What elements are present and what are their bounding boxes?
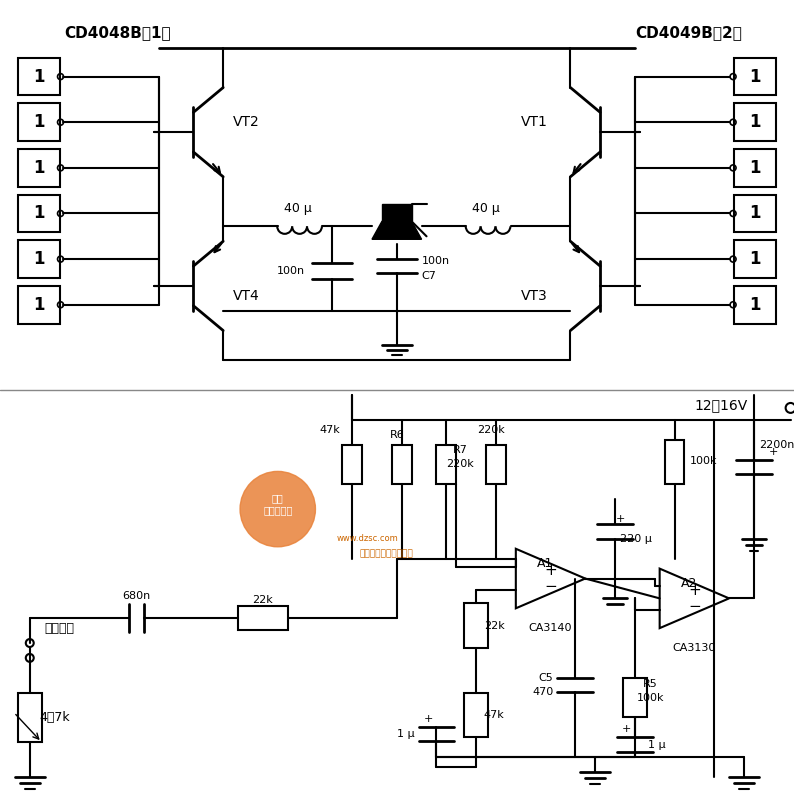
Text: 22k: 22k — [253, 595, 274, 606]
Text: 1: 1 — [749, 205, 761, 223]
Bar — [18, 103, 59, 141]
Text: 1: 1 — [33, 296, 45, 314]
Text: +: + — [688, 583, 701, 598]
Text: VT1: VT1 — [521, 115, 548, 129]
Text: 1: 1 — [749, 250, 761, 268]
Text: CA3130: CA3130 — [673, 643, 716, 653]
Text: 47k: 47k — [484, 710, 504, 720]
Bar — [18, 693, 42, 742]
Text: A1: A1 — [538, 557, 554, 570]
Text: +: + — [769, 447, 778, 457]
Text: 470: 470 — [532, 687, 554, 696]
Text: A2: A2 — [682, 577, 698, 590]
Bar — [18, 286, 59, 324]
Text: 全球最大电子购物网站: 全球最大电子购物网站 — [360, 549, 414, 558]
Text: 1: 1 — [33, 250, 45, 268]
Bar — [18, 240, 59, 278]
Text: +: + — [424, 714, 434, 724]
Text: 4Ω: 4Ω — [394, 212, 410, 221]
Text: 12～16V: 12～16V — [694, 398, 748, 412]
Text: 1: 1 — [749, 296, 761, 314]
Text: www.dzsc.com: www.dzsc.com — [336, 534, 398, 544]
Bar — [623, 677, 646, 717]
Text: R6: R6 — [390, 430, 404, 439]
Text: −: − — [688, 599, 701, 614]
Text: 47k: 47k — [319, 425, 340, 435]
Text: CA3140: CA3140 — [529, 623, 572, 633]
Text: +: + — [615, 514, 625, 524]
Text: C5: C5 — [538, 673, 554, 683]
Text: 1: 1 — [749, 68, 761, 86]
Text: R5: R5 — [643, 679, 658, 689]
Text: VT4: VT4 — [233, 289, 260, 302]
Text: CD4049B（2）: CD4049B（2） — [635, 25, 742, 41]
Text: 100n: 100n — [277, 266, 305, 276]
Text: 1: 1 — [749, 159, 761, 177]
Bar — [464, 693, 488, 737]
Text: 220 μ: 220 μ — [620, 534, 652, 544]
Text: VT2: VT2 — [233, 115, 260, 129]
Text: 2200n: 2200n — [759, 439, 794, 450]
Text: 40 μ: 40 μ — [472, 202, 500, 215]
Text: 100k: 100k — [637, 693, 665, 703]
Bar — [734, 103, 776, 141]
Text: −: − — [544, 579, 557, 594]
Bar — [437, 445, 456, 484]
Text: 音频输入: 音频输入 — [45, 622, 74, 634]
Bar — [734, 58, 776, 96]
Text: 680n: 680n — [122, 591, 150, 602]
Text: VT3: VT3 — [521, 289, 547, 302]
Bar — [734, 195, 776, 232]
Text: +: + — [622, 724, 632, 735]
Bar — [342, 445, 362, 484]
Text: 22k: 22k — [484, 621, 504, 631]
Bar — [464, 603, 488, 648]
Bar — [238, 607, 288, 630]
Text: CD4048B（1）: CD4048B（1） — [65, 25, 171, 41]
Text: +: + — [544, 563, 557, 578]
Polygon shape — [372, 221, 422, 240]
Bar — [392, 445, 412, 484]
Bar — [734, 286, 776, 324]
Text: 1: 1 — [33, 68, 45, 86]
Bar — [18, 195, 59, 232]
Text: 220k: 220k — [446, 459, 474, 470]
Text: 40 μ: 40 μ — [284, 202, 311, 215]
Text: R7: R7 — [453, 445, 468, 455]
Bar — [486, 445, 506, 484]
Bar — [734, 240, 776, 278]
Text: 220k: 220k — [477, 425, 505, 435]
Text: 1: 1 — [33, 113, 45, 131]
Bar — [18, 149, 59, 187]
Bar — [665, 439, 685, 484]
Circle shape — [240, 471, 315, 547]
Text: C7: C7 — [422, 271, 437, 281]
Bar — [18, 58, 59, 96]
Text: 1: 1 — [33, 205, 45, 223]
Text: 1: 1 — [749, 113, 761, 131]
Bar — [734, 149, 776, 187]
Text: 1 μ: 1 μ — [648, 740, 666, 750]
Text: 1: 1 — [33, 159, 45, 177]
Polygon shape — [382, 204, 412, 221]
Text: 4．7k: 4．7k — [39, 711, 70, 724]
Text: 100n: 100n — [422, 256, 450, 266]
Text: 维库
电子市场网: 维库 电子市场网 — [263, 494, 293, 515]
Text: 1 μ: 1 μ — [397, 729, 414, 739]
Text: 100k: 100k — [690, 456, 717, 466]
